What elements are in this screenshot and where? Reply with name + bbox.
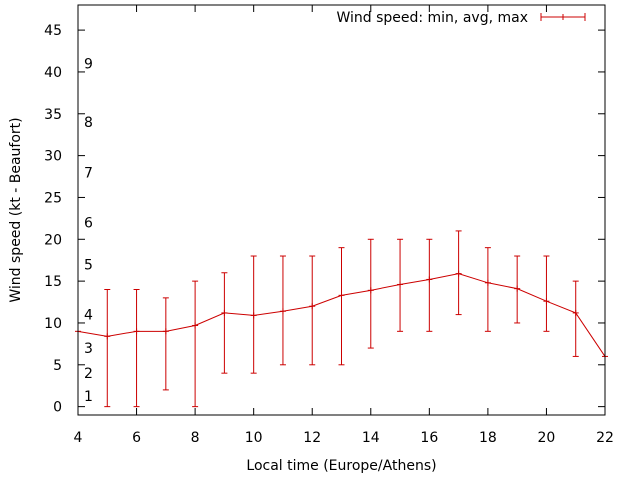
x-tick-label: 20	[538, 430, 556, 446]
x-tick-label: 4	[74, 430, 83, 446]
x-tick-label: 22	[596, 430, 614, 446]
y-tick-label: 40	[44, 65, 62, 81]
y-tick-label: 25	[44, 190, 62, 206]
beaufort-label: 6	[84, 216, 93, 232]
tick-marks	[77, 5, 606, 415]
legend: Wind speed: min, avg, max	[336, 10, 586, 26]
beaufort-label: 5	[84, 257, 93, 273]
x-tick-label: 18	[479, 430, 497, 446]
x-tick-label: 6	[132, 430, 141, 446]
y-tick-label: 35	[44, 107, 62, 123]
y-tick-label: 15	[44, 274, 62, 290]
y-tick-label: 5	[53, 358, 62, 374]
beaufort-label: 1	[84, 389, 93, 405]
x-axis-label: Local time (Europe/Athens)	[246, 458, 436, 474]
y-axis-label: Wind speed (kt - Beaufort)	[8, 117, 24, 302]
beaufort-label: 2	[84, 366, 93, 382]
x-tick-label: 16	[420, 430, 438, 446]
beaufort-label: 3	[84, 341, 93, 357]
y-tick-label: 20	[44, 232, 62, 248]
x-tick-labels: 4 6 8 10 12 14 16 18 20 22	[74, 430, 614, 446]
y-tick-label: 10	[44, 316, 62, 332]
x-tick-label: 14	[362, 430, 380, 446]
y-tick-label: 30	[44, 149, 62, 165]
y-tick-label: 45	[44, 23, 62, 39]
beaufort-labels: 1 2 3 4 5 6 7 8 9	[84, 57, 93, 405]
x-tick-label: 12	[303, 430, 321, 446]
legend-sample	[540, 13, 586, 21]
legend-label: Wind speed: min, avg, max	[336, 10, 528, 26]
beaufort-label: 4	[84, 308, 93, 324]
plot-frame	[77, 4, 606, 416]
beaufort-label: 8	[84, 115, 93, 131]
series-layer	[75, 230, 608, 408]
x-tick-label: 8	[191, 430, 200, 446]
beaufort-label: 7	[84, 165, 93, 181]
x-tick-label: 10	[245, 430, 263, 446]
beaufort-label: 9	[84, 57, 93, 73]
y-tick-label: 0	[53, 400, 62, 416]
y-tick-labels: 0 5 10 15 20 25 30 35 40 45	[44, 23, 62, 416]
